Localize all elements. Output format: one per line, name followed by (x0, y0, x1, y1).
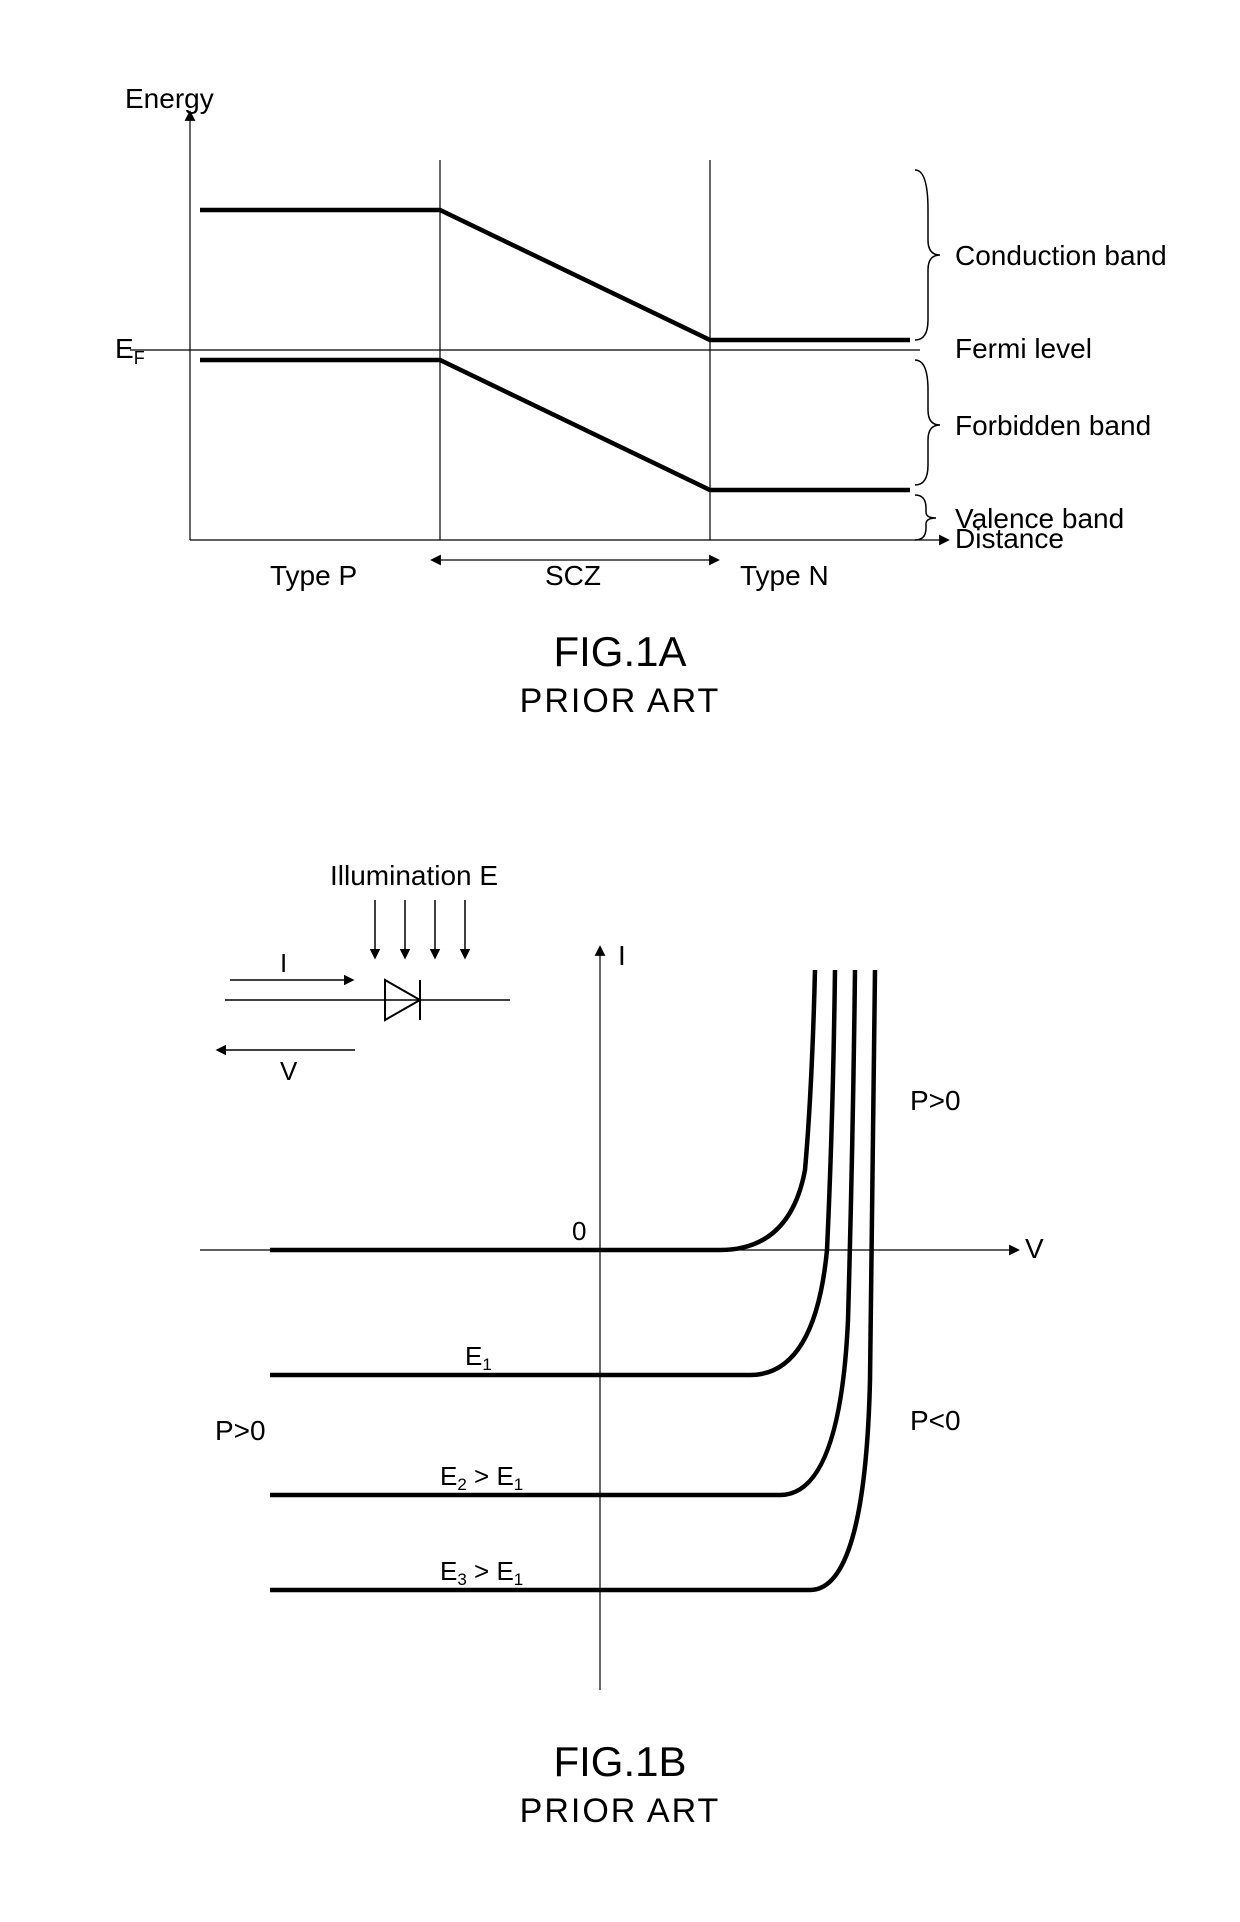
fig1b-caption: FIG.1B (120, 1738, 1120, 1786)
e2-label: E2 > E1 (440, 1461, 523, 1494)
illumination-label: Illumination E (330, 860, 498, 891)
ef-label: EF (115, 333, 145, 368)
figure-1b: Illumination E I V I V 0 E1 E2 > E1 E3 >… (120, 830, 1120, 1831)
conduction-band-line (200, 210, 910, 340)
forbidden-label: Forbidden band (955, 410, 1151, 441)
y-axis-label: Energy (125, 83, 214, 114)
type-p-label: Type P (270, 560, 357, 591)
e1-label: E1 (465, 1341, 492, 1374)
p-gt0-left-label: P>0 (215, 1415, 266, 1446)
fermi-label: Fermi level (955, 333, 1092, 364)
p-lt0-label: P<0 (910, 1405, 961, 1436)
brace-forbidden (915, 360, 940, 485)
fig1b-prior-art: PRIOR ART (120, 1792, 1120, 1831)
v-axis-label: V (1025, 1233, 1044, 1264)
i-axis-label: I (618, 940, 626, 971)
i-label: I (280, 948, 287, 978)
fig1a-prior-art: PRIOR ART (70, 682, 1170, 721)
valence-band-line (200, 360, 910, 490)
fig1a-caption: FIG.1A (70, 628, 1170, 676)
conduction-label: Conduction band (955, 240, 1167, 271)
fig1a-svg: Energy Distance EF Type P SCZ Type N Con… (70, 60, 1170, 620)
valence-label: Valence band (955, 503, 1124, 534)
figure-1a: Energy Distance EF Type P SCZ Type N Con… (70, 60, 1170, 721)
e3-label: E3 > E1 (440, 1556, 523, 1589)
brace-valence (915, 495, 936, 540)
iv-curve-1 (270, 970, 835, 1375)
type-n-label: Type N (740, 560, 829, 591)
iv-curve-0 (270, 970, 815, 1250)
v-label: V (280, 1056, 298, 1086)
iv-curve-2 (270, 970, 855, 1495)
brace-conduction (915, 170, 940, 340)
p-gt0-right-label: P>0 (910, 1085, 961, 1116)
fig1b-svg: Illumination E I V I V 0 E1 E2 > E1 E3 >… (120, 830, 1120, 1730)
zero-label: 0 (572, 1216, 586, 1246)
scz-label: SCZ (545, 560, 601, 591)
